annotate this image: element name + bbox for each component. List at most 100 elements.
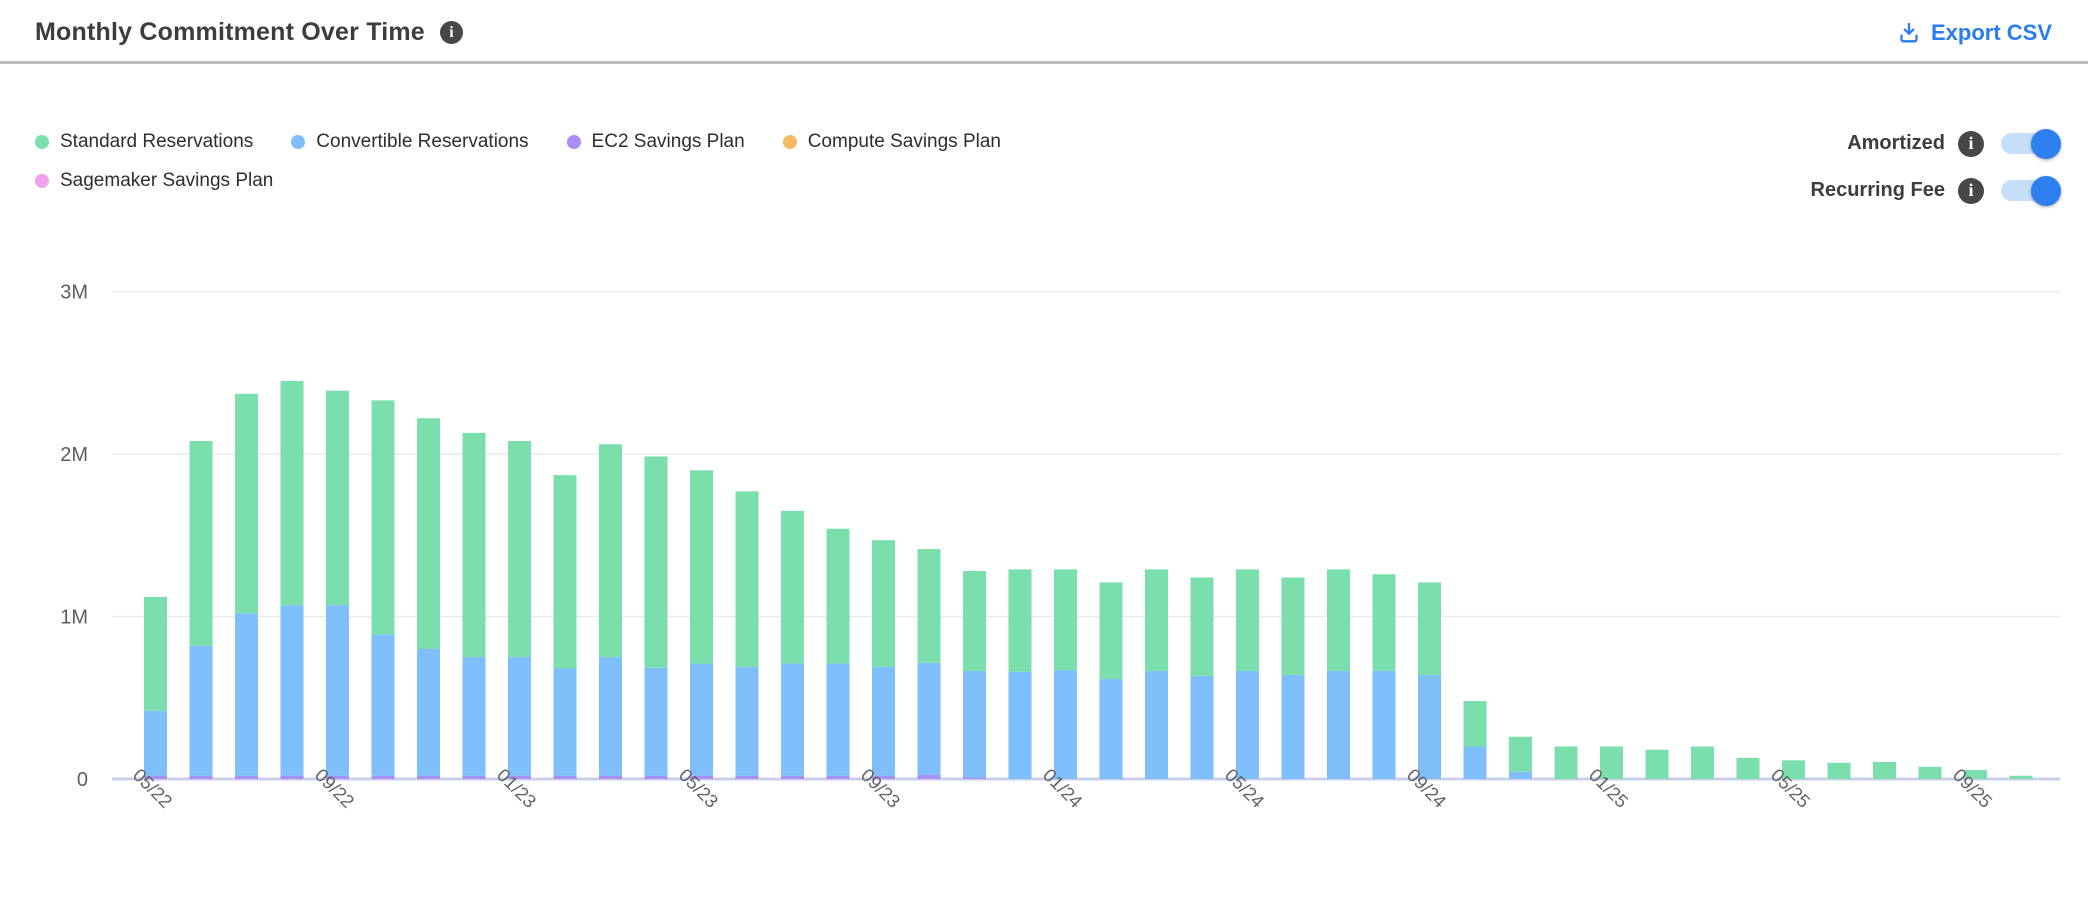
bar-segment-07/24[interactable] (1327, 569, 1350, 671)
bar-segment-03/23[interactable] (599, 657, 622, 776)
bar-segment-11/22[interactable] (417, 418, 440, 649)
bar-segment-11/23[interactable] (963, 670, 986, 778)
bar-segment-04/23[interactable] (644, 456, 668, 668)
amortized-info-icon[interactable]: i (1958, 130, 1984, 157)
recurring-fee-toggle[interactable] (2001, 175, 2061, 206)
amortized-toggle[interactable] (2001, 128, 2061, 159)
bar-segment-05/23[interactable] (690, 663, 713, 776)
bar-segment-09/24[interactable] (1418, 675, 1441, 779)
bar-segment-01/23[interactable] (508, 775, 531, 779)
bar-segment-02/25[interactable] (1645, 749, 1669, 779)
bar-segment-05/25[interactable] (1782, 760, 1805, 779)
bar-segment-04/24[interactable] (1190, 675, 1214, 779)
bar-segment-08/23[interactable] (826, 663, 850, 776)
bar-segment-06/25[interactable] (1827, 762, 1851, 779)
legend-item-compute-savings-plan[interactable]: Compute Savings Plan (782, 131, 1001, 153)
bar-segment-11/22[interactable] (417, 649, 440, 776)
bar-segment-06/22[interactable] (189, 645, 213, 776)
bar-segment-03/23[interactable] (599, 775, 622, 779)
bar-segment-08/23[interactable] (826, 775, 850, 779)
bar-segment-09/22[interactable] (326, 775, 349, 779)
bar-segment-07/22[interactable] (235, 775, 258, 779)
bar-segment-10/24[interactable] (1463, 701, 1487, 747)
bar-segment-01/25[interactable] (1600, 746, 1623, 780)
bar-segment-07/23[interactable] (781, 510, 804, 664)
bar-segment-08/22[interactable] (280, 775, 304, 779)
bar-segment-06/24[interactable] (1281, 675, 1305, 779)
bar-segment-09/22[interactable] (326, 390, 349, 606)
bar-segment-08/22[interactable] (280, 380, 304, 606)
bar-segment-03/23[interactable] (599, 444, 622, 658)
bar-segment-12/22[interactable] (462, 775, 486, 779)
bar-segment-03/25[interactable] (1691, 746, 1714, 780)
bar-segment-06/23[interactable] (735, 491, 759, 667)
bar-segment-04/23[interactable] (644, 775, 668, 779)
bar-segment-02/23[interactable] (553, 475, 577, 669)
bar-segment-02/23[interactable] (553, 775, 577, 779)
bar-segment-06/22[interactable] (189, 775, 213, 779)
title-info-icon[interactable]: i (439, 21, 463, 44)
bar-segment-09/22[interactable] (326, 605, 349, 776)
bar-segment-10/23[interactable] (917, 662, 941, 775)
bar-segment-05/23[interactable] (690, 775, 713, 779)
bar-segment-11/22[interactable] (417, 775, 440, 779)
bar-segment-11/23[interactable] (963, 777, 986, 779)
bar-segment-10/22[interactable] (371, 400, 395, 635)
export-csv-button[interactable]: Export CSV (1897, 20, 2052, 46)
bar-segment-05/22[interactable] (144, 775, 167, 779)
bar-segment-02/24[interactable] (1099, 679, 1123, 779)
recurring-fee-info-icon[interactable]: i (1958, 177, 1984, 204)
bar-segment-10/25[interactable] (2009, 775, 2033, 779)
bar-segment-07/25[interactable] (1873, 761, 1896, 779)
bar-segment-06/24[interactable] (1281, 577, 1305, 676)
bar-segment-10/22[interactable] (371, 775, 395, 779)
bar-segment-09/24[interactable] (1418, 582, 1441, 675)
bar-segment-04/23[interactable] (644, 667, 668, 776)
bar-segment-10/24[interactable] (1463, 746, 1487, 780)
bar-segment-07/23[interactable] (781, 663, 804, 776)
bar-segment-11/24[interactable] (1509, 771, 1532, 779)
bar-segment-10/23[interactable] (917, 774, 941, 779)
bar-segment-08/24[interactable] (1372, 574, 1396, 671)
bar-segment-03/24[interactable] (1145, 569, 1168, 671)
bar-segment-10/23[interactable] (917, 549, 941, 663)
bar-segment-07/23[interactable] (781, 775, 804, 779)
bar-segment-09/23[interactable] (872, 775, 895, 779)
bar-segment-12/23[interactable] (1008, 671, 1032, 779)
bar-segment-08/23[interactable] (826, 528, 850, 664)
legend-item-standard-reservations[interactable]: Standard Reservations (35, 131, 253, 153)
bar-segment-09/25[interactable] (1964, 770, 1987, 779)
bar-segment-09/23[interactable] (872, 666, 895, 776)
legend-item-ec2-savings-plan[interactable]: EC2 Savings Plan (566, 131, 745, 153)
bar-segment-11/23[interactable] (963, 571, 986, 671)
bar-segment-12/24[interactable] (1554, 746, 1578, 780)
bar-segment-05/22[interactable] (144, 597, 167, 711)
bar-segment-03/24[interactable] (1145, 670, 1168, 779)
bar-segment-06/22[interactable] (189, 441, 213, 646)
bar-segment-01/24[interactable] (1054, 670, 1077, 779)
bar-segment-04/24[interactable] (1190, 577, 1214, 676)
bar-segment-04/25[interactable] (1736, 757, 1760, 779)
bar-segment-12/23[interactable] (1008, 569, 1032, 672)
bar-segment-08/22[interactable] (280, 605, 304, 776)
bar-segment-07/22[interactable] (235, 393, 258, 614)
bar-segment-02/23[interactable] (553, 668, 577, 776)
bar-segment-09/23[interactable] (872, 540, 895, 667)
bar-segment-11/24[interactable] (1509, 736, 1532, 772)
legend-item-convertible-reservations[interactable]: Convertible Reservations (291, 131, 529, 153)
bar-segment-06/23[interactable] (735, 775, 759, 779)
bar-segment-01/24[interactable] (1054, 569, 1077, 671)
bar-segment-12/22[interactable] (462, 432, 486, 658)
bar-segment-05/22[interactable] (144, 710, 167, 776)
bar-segment-02/24[interactable] (1099, 582, 1123, 680)
bar-segment-08/25[interactable] (1918, 766, 1942, 779)
bar-segment-05/24[interactable] (1236, 569, 1259, 671)
bar-segment-06/23[interactable] (735, 666, 759, 776)
bar-segment-07/22[interactable] (235, 613, 258, 776)
legend-item-sagemaker-savings-plan[interactable]: Sagemaker Savings Plan (35, 170, 273, 192)
bar-segment-05/23[interactable] (690, 470, 713, 664)
bar-segment-01/23[interactable] (508, 441, 531, 658)
bar-segment-01/23[interactable] (508, 657, 531, 776)
bar-segment-05/24[interactable] (1236, 670, 1259, 779)
bar-segment-08/24[interactable] (1372, 670, 1396, 779)
